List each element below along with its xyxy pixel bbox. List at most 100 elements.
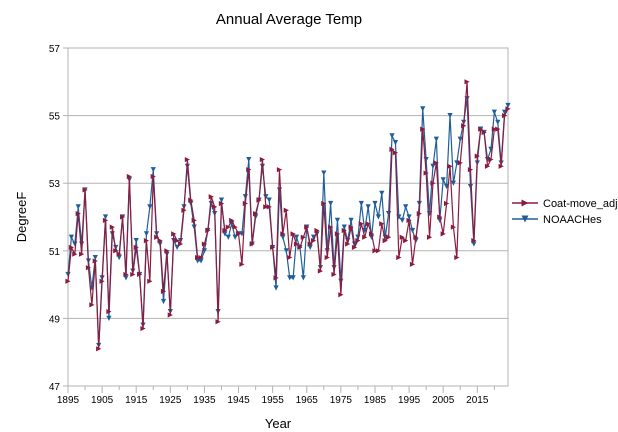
x-tick-label-1985: 1985 — [364, 395, 387, 406]
point-coat-move-adj-1906 — [102, 217, 109, 223]
point-noaaches-1978 — [348, 217, 354, 223]
x-tick-label-1945: 1945 — [227, 395, 250, 406]
point-coat-move-adj-1952 — [259, 156, 266, 163]
point-coat-move-adj-1896 — [68, 244, 75, 251]
y-tick-label-49: 49 — [49, 314, 61, 325]
point-coat-move-adj-1999 — [420, 126, 426, 132]
point-coat-move-adj-1960 — [287, 254, 293, 261]
point-noaaches-2024 — [505, 102, 511, 109]
point-coat-move-adj-1946 — [239, 261, 245, 267]
legend: Coat-move_adj NOAACHes — [512, 198, 618, 226]
legend-label-coat-move-adj: Coat-move_adj — [543, 198, 618, 210]
point-coat-move-adj-1947 — [242, 200, 248, 207]
point-noaaches-1991 — [392, 140, 399, 146]
point-coat-move-adj-1902 — [89, 302, 95, 308]
point-coat-move-adj-1957 — [276, 167, 283, 173]
point-noaaches-1985 — [372, 200, 378, 207]
point-coat-move-adj-2017 — [481, 129, 487, 136]
point-noaaches-1898 — [75, 204, 81, 210]
legend-item-noaaches: NOAACHes — [512, 214, 602, 226]
point-noaaches-1919 — [147, 204, 153, 210]
point-noaaches-1982 — [362, 227, 368, 234]
point-coat-move-adj-1969 — [317, 268, 324, 274]
point-coat-move-adj-2008 — [450, 224, 457, 230]
point-coat-move-adj-1929 — [181, 207, 187, 213]
y-axis-label: DegreeF — [14, 192, 29, 243]
point-coat-move-adj-1919 — [147, 278, 153, 284]
point-coat-move-adj-1986 — [375, 248, 381, 254]
point-noaaches-1996 — [409, 227, 416, 234]
point-coat-move-adj-2012 — [464, 79, 470, 85]
point-coat-move-adj-1997 — [413, 234, 419, 240]
point-noaaches-1987 — [379, 190, 385, 196]
point-coat-move-adj-1911 — [119, 214, 126, 220]
point-coat-move-adj-2003 — [433, 160, 439, 166]
point-noaaches-1990 — [389, 133, 395, 139]
point-noaaches-1974 — [334, 217, 341, 223]
point-coat-move-adj-2014 — [471, 238, 477, 244]
point-coat-move-adj-1897 — [72, 251, 78, 257]
point-coat-move-adj-2001 — [426, 234, 433, 240]
point-noaaches-1959 — [283, 248, 289, 254]
series-line-noaaches — [67, 98, 509, 347]
legend-marker-noaaches — [521, 215, 529, 223]
plot-frame — [67, 47, 509, 387]
y-tick-label-51: 51 — [49, 247, 61, 258]
point-noaaches-2013 — [467, 183, 474, 190]
point-coat-move-adj-1953 — [263, 204, 269, 210]
x-tick-label-2015: 2015 — [466, 395, 489, 406]
point-noaaches-2010 — [457, 136, 463, 142]
point-coat-move-adj-1978 — [348, 224, 354, 230]
point-coat-move-adj-1973 — [331, 271, 337, 278]
point-coat-move-adj-1974 — [334, 231, 341, 237]
x-tick-label-1935: 1935 — [193, 395, 216, 406]
point-coat-move-adj-1907 — [106, 309, 112, 315]
point-noaaches-1940 — [218, 197, 225, 203]
point-coat-move-adj-1908 — [109, 224, 115, 230]
point-coat-move-adj-1971 — [324, 254, 330, 261]
point-coat-move-adj-1950 — [252, 211, 259, 217]
point-coat-move-adj-1984 — [368, 231, 375, 237]
point-coat-move-adj-2018 — [484, 163, 491, 169]
point-noaaches-1942 — [225, 234, 231, 240]
point-coat-move-adj-1920 — [150, 173, 156, 180]
point-noaaches-1976 — [341, 224, 347, 230]
point-coat-move-adj-2020 — [491, 126, 497, 132]
point-noaaches-1932 — [191, 224, 197, 230]
point-coat-move-adj-1982 — [362, 234, 368, 240]
point-coat-move-adj-1916 — [137, 271, 143, 278]
point-coat-move-adj-1996 — [409, 261, 416, 267]
point-noaaches-1896 — [68, 234, 75, 240]
point-coat-move-adj-1940 — [218, 200, 225, 207]
point-coat-move-adj-1948 — [246, 167, 252, 173]
point-coat-move-adj-1959 — [283, 207, 289, 213]
point-noaaches-1948 — [246, 156, 252, 163]
y-tick-label-57: 57 — [49, 44, 61, 55]
point-noaaches-1966 — [307, 244, 313, 251]
point-noaaches-1981 — [358, 200, 364, 207]
point-coat-move-adj-1992 — [396, 254, 402, 261]
point-coat-move-adj-2016 — [478, 126, 484, 132]
point-noaaches-1907 — [106, 315, 112, 321]
series-layer — [65, 79, 511, 352]
point-coat-move-adj-1985 — [372, 248, 378, 254]
y-tick-label-55: 55 — [49, 112, 61, 123]
point-coat-move-adj-1989 — [386, 234, 392, 240]
point-coat-move-adj-1962 — [293, 241, 300, 247]
point-coat-move-adj-2021 — [495, 126, 501, 132]
point-noaaches-2007 — [447, 113, 453, 119]
point-coat-move-adj-2006 — [444, 200, 450, 207]
point-coat-move-adj-1998 — [416, 211, 422, 217]
point-coat-move-adj-1968 — [314, 227, 320, 234]
point-coat-move-adj-1943 — [229, 217, 235, 223]
point-coat-move-adj-1901 — [85, 265, 92, 271]
point-coat-move-adj-1970 — [321, 200, 327, 207]
point-coat-move-adj-2011 — [461, 123, 467, 129]
point-coat-move-adj-1961 — [290, 231, 296, 237]
point-noaaches-1923 — [160, 298, 167, 305]
x-tick-label-1925: 1925 — [159, 395, 182, 406]
point-coat-move-adj-1945 — [235, 231, 242, 237]
point-coat-move-adj-1925 — [167, 312, 173, 318]
